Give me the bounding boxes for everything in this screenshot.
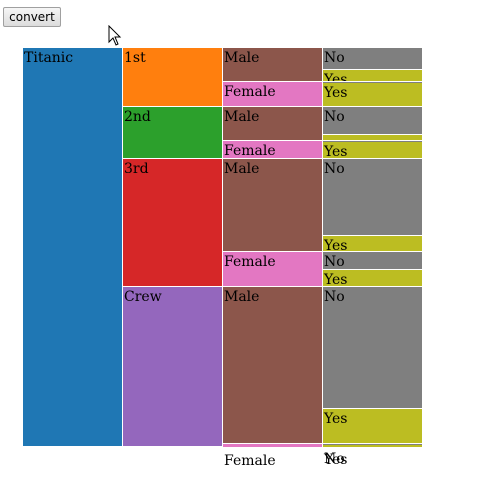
node-label: No (324, 289, 345, 305)
node-1st-male[interactable]: Male (223, 48, 323, 82)
node-label: Female (224, 254, 276, 270)
node-label: Male (224, 161, 260, 177)
node-label: Male (224, 109, 260, 125)
node-crew-female[interactable]: Female (223, 444, 323, 469)
node-label: 1st (124, 50, 146, 66)
node-label: No (324, 254, 345, 270)
node-label: Yes (324, 144, 348, 160)
node-label: Yes (324, 411, 348, 427)
node-label: Titanic (24, 50, 74, 66)
node-3rd-female-no[interactable]: No (323, 252, 423, 270)
node-1st-female[interactable]: Female (223, 82, 323, 107)
node-label: Yes (324, 452, 348, 468)
node-titanic[interactable]: Titanic (23, 48, 123, 447)
node-2nd-male-no[interactable]: No (323, 107, 423, 135)
node-class-crew[interactable]: Crew (123, 287, 223, 447)
node-label: Female (224, 453, 276, 469)
node-crew-male-no[interactable]: No (323, 287, 423, 409)
node-2nd-female[interactable]: Female (223, 141, 323, 159)
node-2nd-female-yes[interactable]: Yes (323, 142, 423, 160)
node-label: Female (224, 143, 276, 159)
node-3rd-female[interactable]: Female (223, 252, 323, 287)
node-2nd-male[interactable]: Male (223, 107, 323, 141)
node-label: Yes (324, 72, 348, 81)
node-class-3rd[interactable]: 3rd (123, 159, 223, 287)
node-3rd-male[interactable]: Male (223, 159, 323, 252)
node-label: Female (224, 84, 276, 100)
node-label: Male (224, 289, 260, 305)
node-2nd-female-no[interactable] (323, 141, 423, 142)
node-crew-female-yes[interactable]: Yes (323, 445, 423, 468)
node-class-1st[interactable]: 1st (123, 48, 223, 107)
node-1st-female-yes[interactable]: Yes (323, 83, 423, 107)
node-label: No (324, 109, 345, 125)
node-3rd-male-yes[interactable]: Yes (323, 236, 423, 254)
node-label: No (324, 50, 345, 66)
node-label: No (324, 161, 345, 177)
node-label: 2nd (124, 109, 151, 125)
node-1st-male-no[interactable]: No (323, 48, 423, 70)
node-1st-female-no[interactable] (323, 82, 423, 83)
node-label: No (324, 451, 345, 467)
node-label: Male (224, 50, 260, 66)
node-crew-male-yes[interactable]: Yes (323, 409, 423, 444)
node-label: Yes (324, 272, 348, 288)
node-label: Yes (324, 85, 348, 101)
node-label: Crew (124, 289, 162, 305)
node-class-2nd[interactable]: 2nd (123, 107, 223, 159)
node-2nd-male-yes[interactable] (323, 135, 423, 141)
partition-chart: Titanic 1st 2nd 3rd Crew Male Female Mal… (23, 48, 423, 469)
node-label: 3rd (124, 161, 149, 177)
node-1st-male-yes[interactable]: Yes (323, 70, 423, 82)
node-3rd-female-yes[interactable]: Yes (323, 270, 423, 288)
convert-button[interactable]: convert (3, 7, 61, 27)
mouse-pointer-icon (108, 25, 122, 46)
node-crew-male[interactable]: Male (223, 287, 323, 444)
node-3rd-male-no[interactable]: No (323, 159, 423, 236)
